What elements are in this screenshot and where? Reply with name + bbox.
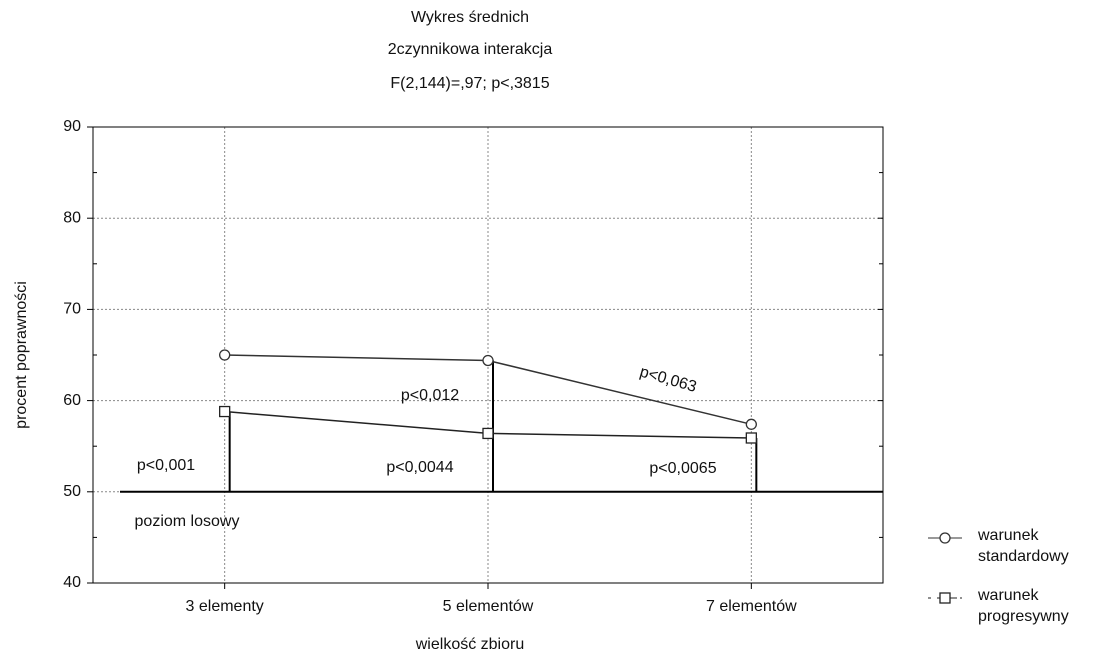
point <box>745 418 757 430</box>
chart-subtitle: F(2,144)=,97; p<,3815 <box>390 75 549 92</box>
annotation: p<0,0044 <box>386 459 453 476</box>
point <box>939 532 951 544</box>
y-tick-label: 90 <box>63 118 81 135</box>
annotation: p<0,012 <box>401 387 459 404</box>
point <box>219 405 231 418</box>
annotation: p<0,001 <box>137 457 195 474</box>
annotation: poziom losowy <box>135 513 240 530</box>
x-tick-label: 7 elementów <box>706 598 797 615</box>
point <box>219 349 231 361</box>
y-axis-label: procent poprawności <box>13 281 30 429</box>
x-tick-label: 3 elementy <box>186 598 264 615</box>
legend-label: warunek standardowy <box>978 527 1069 565</box>
x-tick-label: 5 elementów <box>443 598 534 615</box>
y-tick-label: 80 <box>63 209 81 226</box>
y-tick-label: 40 <box>63 574 81 591</box>
y-tick-label: 70 <box>63 301 81 318</box>
chart-title: Wykres średnich <box>411 9 529 26</box>
x-axis-label: wielkość zbioru <box>415 636 524 653</box>
point <box>482 354 494 367</box>
chart-subtitle: 2czynnikowa interakcja <box>388 41 553 58</box>
y-tick-label: 60 <box>63 392 81 409</box>
point <box>482 427 494 440</box>
annotation: p<0,063 <box>638 364 699 396</box>
plot-border <box>92 126 884 584</box>
point <box>939 592 951 604</box>
point <box>745 432 757 444</box>
annotation: p<0,0065 <box>649 460 716 477</box>
legend-label: warunek progresywny <box>978 587 1069 625</box>
y-tick-label: 50 <box>63 483 81 500</box>
